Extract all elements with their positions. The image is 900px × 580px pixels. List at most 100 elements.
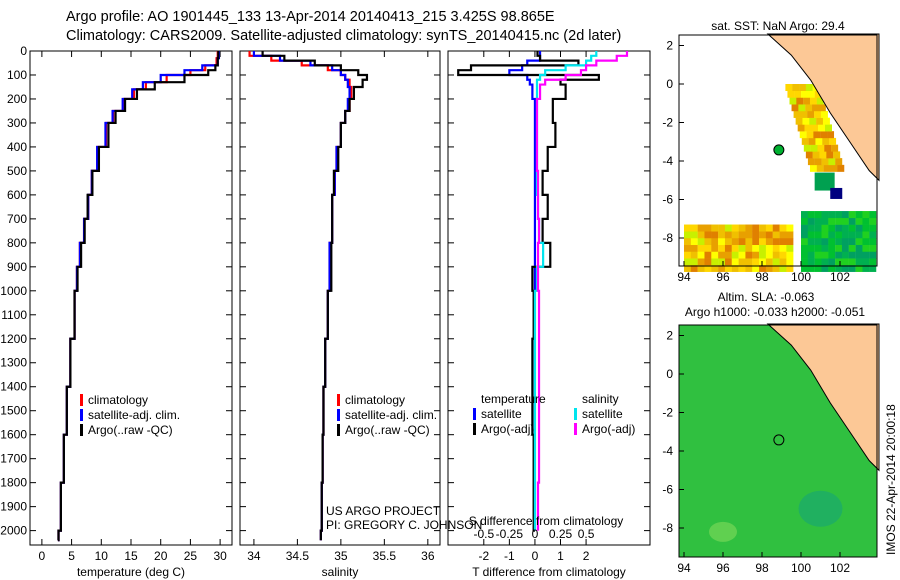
- sst-pixel: [835, 238, 843, 245]
- y-tick-label: 1300: [0, 356, 27, 370]
- sst-pixel: [821, 244, 829, 252]
- sst-pixel: [855, 244, 863, 252]
- y-tick-label: 1500: [0, 404, 27, 418]
- sst-pixel: [828, 264, 836, 272]
- sst-pixel: [855, 238, 863, 245]
- sst-pixel: [772, 238, 780, 245]
- sst-pixel: [824, 124, 832, 132]
- sst-pixel: [821, 264, 829, 272]
- x-tick-label: 10: [95, 549, 109, 563]
- sst-pixel: [841, 231, 849, 239]
- sst-pixel: [794, 90, 802, 98]
- sst-pixel: [799, 84, 807, 91]
- sst-pixel: [807, 110, 815, 118]
- sst-pixel: [814, 172, 835, 191]
- sst-pixel: [820, 131, 828, 139]
- sst-pixel: [814, 224, 822, 232]
- sst-pixel: [759, 244, 767, 252]
- sst-pixel: [816, 164, 824, 172]
- series-line-satellite-adj-clim-: [252, 51, 351, 541]
- sst-pixel: [814, 158, 822, 166]
- sst-pixel: [811, 124, 819, 132]
- sst-pixel: [724, 231, 732, 239]
- sst-pixel: [718, 258, 726, 266]
- sst-pixel: [690, 251, 698, 259]
- sst-pixel: [826, 151, 834, 159]
- legend-label: climatology: [345, 393, 405, 407]
- legend-swatch: [80, 394, 83, 406]
- sst-pixel: [772, 224, 780, 232]
- sst-pixel: [803, 144, 811, 152]
- sst-pixel: [684, 244, 691, 252]
- map-frame: [678, 324, 878, 558]
- sst-pixel: [815, 137, 823, 145]
- sla-feature: [798, 490, 843, 527]
- sst-pixel: [718, 264, 726, 272]
- sst-pixel: [765, 238, 773, 245]
- x2-tick-label: 0.5: [578, 527, 595, 541]
- sst-pixel: [724, 238, 732, 245]
- x-tick-label: 5: [68, 549, 75, 563]
- map-y-tick-label: -6: [662, 193, 673, 207]
- sst-pixel: [841, 264, 849, 272]
- sst-pixel: [820, 110, 828, 118]
- sst-pixel: [817, 144, 825, 152]
- sst-pixel: [724, 258, 732, 266]
- sst-pixel: [819, 151, 827, 159]
- sst-pixel: [828, 231, 836, 239]
- sst-pixel: [724, 224, 732, 232]
- sst-pixel: [801, 217, 808, 225]
- sst-pixel: [808, 137, 816, 145]
- series-line-t-argo-adj-: [457, 51, 600, 532]
- sst-pixel: [841, 244, 849, 252]
- sst-pixel: [765, 244, 773, 252]
- sst-pixel: [802, 117, 810, 125]
- sst-pixel: [779, 264, 787, 272]
- sst-pixel: [801, 251, 808, 259]
- series-line-argo-raw-qc-: [261, 51, 369, 541]
- map-y-tick-label: -4: [662, 444, 673, 458]
- sst-pixel: [855, 251, 863, 259]
- sst-pixel: [684, 231, 691, 239]
- sst-pixel: [814, 110, 822, 118]
- y-tick-label: 2000: [0, 524, 27, 538]
- x-tick-label: 34.5: [286, 549, 310, 563]
- sst-pixel: [814, 211, 822, 219]
- sst-pixel: [855, 231, 863, 239]
- sst-pixel: [697, 244, 705, 252]
- map-frame: [678, 34, 878, 267]
- sst-pixel: [821, 258, 829, 266]
- sst-pixel: [801, 224, 808, 232]
- sst-pixel: [869, 258, 877, 266]
- sst-pixel: [862, 224, 870, 232]
- sst-pixel: [779, 251, 787, 259]
- x-tick-label: -1: [504, 549, 515, 563]
- sst-pixel: [830, 164, 838, 172]
- sst-pixel: [759, 251, 767, 259]
- map-y-tick-label: -2: [662, 406, 673, 420]
- sst-pixel: [697, 231, 705, 239]
- panel-frame-temp: [29, 50, 233, 546]
- y-tick-label: 500: [7, 164, 27, 178]
- map-y-tick-label: 0: [666, 77, 673, 91]
- sst-pixel: [765, 231, 773, 239]
- sst-pixel: [807, 217, 815, 225]
- sst-pixel: [848, 251, 856, 259]
- sst-pixel: [690, 258, 698, 266]
- x-axis-label: salinity: [322, 565, 359, 579]
- sst-pixel: [684, 238, 691, 245]
- sst-pixel: [801, 137, 809, 145]
- sst-pixel: [855, 258, 863, 266]
- sst-pixel: [814, 264, 822, 272]
- map-y-tick-label: -2: [662, 116, 673, 130]
- sst-pixel: [704, 224, 712, 232]
- sst-pixel: [805, 104, 813, 112]
- sst-pixel: [711, 224, 719, 232]
- sst-pixel: [711, 231, 719, 239]
- sst-pixel: [759, 231, 767, 239]
- sst-pixel: [765, 258, 773, 266]
- x-tick-label: -2: [478, 549, 489, 563]
- sst-pixel: [786, 231, 794, 239]
- sst-pixel: [718, 244, 726, 252]
